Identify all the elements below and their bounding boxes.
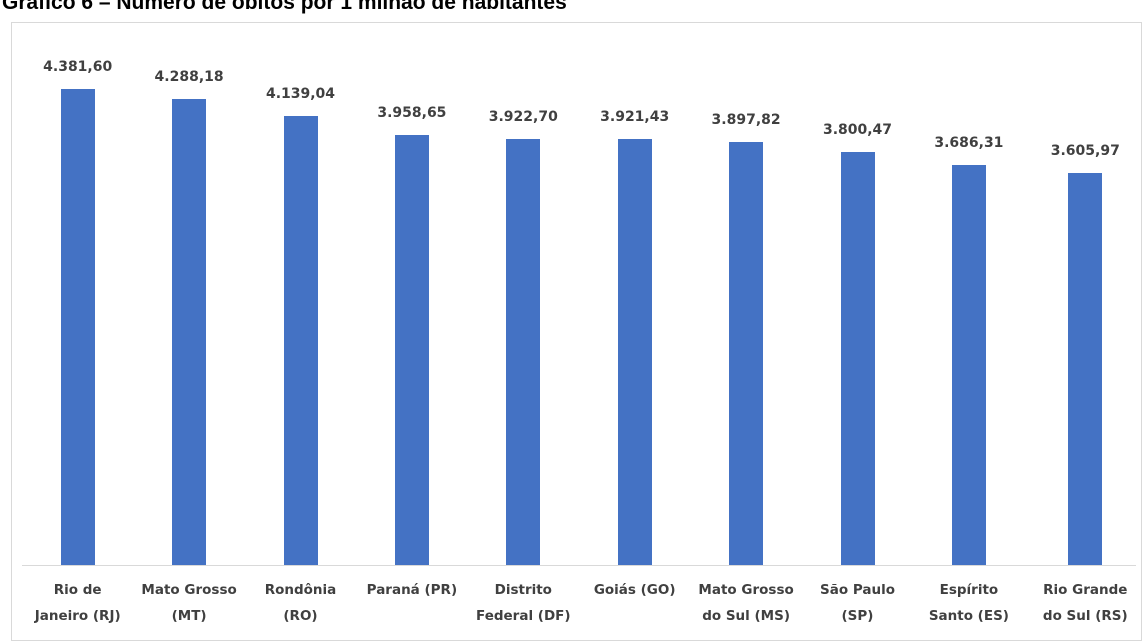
x-tick-label: São Paulo (SP) bbox=[820, 582, 895, 624]
bar bbox=[506, 138, 541, 565]
data-label: 3.922,70 bbox=[488, 108, 558, 125]
chart-title: Gráfico 6 – Número de óbitos por 1 milhã… bbox=[2, 0, 567, 14]
bar bbox=[840, 152, 875, 565]
data-label: 4.288,18 bbox=[154, 69, 224, 86]
data-label: 4.139,04 bbox=[265, 85, 336, 102]
data-label: 3.605,97 bbox=[1050, 143, 1120, 160]
x-tick-label: Distrito Federal (DF) bbox=[476, 582, 571, 624]
data-label: 3.921,43 bbox=[600, 109, 670, 126]
bar bbox=[729, 141, 764, 565]
bar bbox=[617, 139, 652, 565]
bar bbox=[60, 89, 95, 565]
x-tick-label: Goiás (GO) bbox=[593, 582, 676, 598]
bar bbox=[1068, 173, 1103, 565]
x-tick-label: Mato Grosso (MT) bbox=[141, 582, 237, 624]
x-tick-label: Paraná (PR) bbox=[366, 582, 458, 598]
bar bbox=[394, 135, 429, 565]
data-label: 3.686,31 bbox=[934, 134, 1004, 151]
data-label: 4.381,60 bbox=[43, 59, 113, 76]
bar bbox=[172, 99, 207, 565]
x-tick-label: Rondônia (RO) bbox=[264, 582, 337, 624]
data-label: 3.897,82 bbox=[711, 111, 781, 128]
x-tick-label: Mato Grosso do Sul (MS) bbox=[698, 582, 794, 624]
x-tick-label: Rio Grande do Sul (RS) bbox=[1042, 582, 1128, 624]
bar bbox=[283, 115, 318, 565]
data-label: 3.800,47 bbox=[822, 122, 893, 139]
x-tick-label: Espírito Santo (ES) bbox=[928, 582, 1009, 624]
data-label: 3.958,65 bbox=[377, 105, 447, 122]
bar bbox=[951, 164, 986, 565]
x-tick-label: Rio de Janeiro (RJ) bbox=[34, 582, 121, 624]
x-axis-line bbox=[22, 565, 1136, 566]
